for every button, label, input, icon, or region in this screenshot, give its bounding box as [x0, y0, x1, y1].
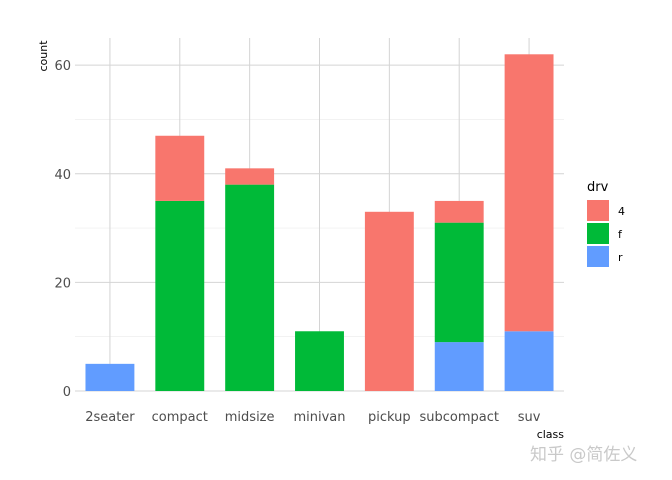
- bar-compact-4: [155, 135, 205, 201]
- legend-title: drv: [587, 180, 609, 195]
- legend-key-r: [587, 246, 609, 267]
- bar-minivan-f: [295, 331, 344, 391]
- bar-subcompact-r: [434, 342, 484, 391]
- legend-label-4: 4: [618, 205, 625, 218]
- x-tick-label: compact: [152, 410, 208, 425]
- y-tick-label: 0: [63, 385, 71, 400]
- x-tick-label: pickup: [368, 410, 411, 425]
- bar-suv-r: [504, 331, 554, 391]
- x-axis-ticks: 2seater compact midsize minivan pickup subcom…: [85, 410, 541, 425]
- bar-compact-f: [155, 200, 205, 391]
- bar-subcompact-4: [434, 200, 484, 223]
- bar-pickup-4: [364, 211, 414, 391]
- bar-subcompact-f: [434, 222, 484, 343]
- x-tick-label: 2seater: [85, 410, 135, 425]
- x-tick-label: subcompact: [419, 410, 499, 425]
- x-tick-label: suv: [518, 410, 541, 425]
- y-axis-title: count: [37, 40, 50, 72]
- y-tick-label: 20: [54, 276, 71, 291]
- bar-suv-4: [504, 54, 554, 332]
- legend-key-4: [587, 200, 609, 221]
- legend: drv 4 fr: [587, 180, 625, 267]
- legend-label-f: f: [618, 228, 623, 241]
- watermark: 知乎 @简佐义: [530, 445, 638, 465]
- x-axis-title: class: [537, 428, 565, 441]
- legend-key-f: [587, 223, 609, 244]
- y-tick-label: 60: [54, 59, 71, 74]
- y-tick-label: 40: [54, 168, 71, 183]
- y-axis-ticks: 0 20 40 60: [54, 59, 71, 400]
- bar-midsize-4: [225, 168, 275, 185]
- legend-label-r: r: [618, 251, 623, 264]
- bars: [85, 54, 554, 391]
- x-tick-label: minivan: [293, 410, 345, 425]
- bar-midsize-f: [225, 184, 275, 391]
- bar-2seater-r: [85, 363, 135, 391]
- x-tick-label: midsize: [225, 410, 275, 425]
